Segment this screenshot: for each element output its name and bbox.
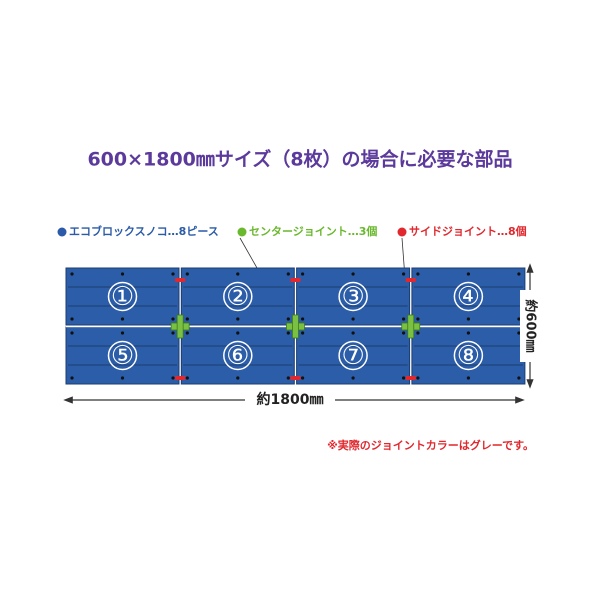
bolt — [416, 272, 420, 276]
bolt — [185, 376, 189, 380]
title: 600×1800㎜サイズ（8枚）の場合に必要な部品 — [87, 148, 512, 171]
number-ring — [453, 340, 484, 371]
legend-label: エコブロックスノコ…8ピース — [69, 224, 219, 238]
bolt — [517, 317, 521, 321]
center-joint — [176, 314, 184, 339]
side-joint — [290, 278, 301, 282]
bolt — [70, 317, 74, 321]
number-ring — [107, 340, 138, 371]
bolt — [351, 317, 355, 321]
number-ring — [223, 281, 253, 312]
panel-number: ① — [111, 282, 134, 312]
side-joint — [175, 376, 186, 380]
bolt — [70, 331, 74, 335]
panel — [296, 326, 411, 385]
bolt — [185, 331, 189, 335]
center-joint — [407, 314, 415, 339]
bolt — [416, 317, 420, 321]
bolt — [185, 317, 189, 321]
bolt — [236, 331, 240, 335]
bolt — [70, 376, 74, 380]
legend-dot — [397, 227, 407, 237]
side-joint — [405, 278, 416, 282]
bolt — [236, 376, 240, 380]
side-joint — [290, 376, 301, 380]
bolt — [416, 376, 420, 380]
bolt — [351, 376, 355, 380]
bolt — [466, 376, 470, 380]
bolt — [70, 272, 74, 276]
number-ring — [453, 281, 484, 312]
bolt — [416, 331, 420, 335]
panel — [411, 267, 526, 326]
number-ring — [338, 281, 368, 312]
bolt — [351, 272, 355, 276]
bolt — [120, 272, 125, 276]
panel-number: ③ — [341, 282, 364, 312]
legend-label: センタージョイント…3個 — [249, 224, 377, 238]
bolt — [185, 272, 189, 276]
center-joint — [292, 314, 299, 339]
panel — [296, 267, 411, 326]
panel — [65, 267, 180, 326]
panel — [65, 326, 180, 385]
bolt — [402, 376, 406, 380]
bolt — [402, 331, 406, 335]
label-bg — [520, 290, 540, 362]
bolt — [286, 331, 290, 335]
bolt — [301, 272, 305, 276]
number-ring — [223, 340, 253, 371]
bolt — [171, 331, 175, 335]
panel — [180, 267, 295, 326]
bolt — [466, 272, 470, 276]
bolt — [466, 331, 470, 335]
panel-number: ⑥ — [226, 341, 249, 371]
legend-label: サイドジョイント…8個 — [409, 224, 527, 238]
bolt — [301, 376, 305, 380]
bolt — [171, 272, 175, 276]
bolt — [301, 331, 305, 335]
bolt — [171, 376, 175, 380]
height-label: 約600㎜ — [523, 299, 539, 352]
legend-dot — [57, 227, 67, 237]
bolt — [466, 317, 470, 321]
bolt — [286, 272, 290, 276]
bolt — [402, 317, 406, 321]
legend: エコブロックスノコ…8ピース センタージョイント…3個 サイドジョイント…8個 — [57, 224, 527, 327]
label-bg — [245, 390, 335, 410]
side-joint — [405, 376, 416, 380]
panel-number: ② — [226, 282, 249, 312]
panel-number: ④ — [457, 282, 480, 312]
note: ※実際のジョイントカラーはグレーです。 — [327, 438, 534, 452]
bolt — [120, 376, 125, 380]
panel-number: ⑦ — [341, 341, 364, 371]
bolt — [517, 272, 521, 276]
legend-dot — [237, 227, 247, 237]
bolt — [286, 317, 290, 321]
side-joint — [175, 278, 186, 282]
bolt — [236, 272, 240, 276]
bolt — [301, 317, 305, 321]
bolt — [171, 317, 175, 321]
bolt — [236, 317, 240, 321]
bolt — [351, 331, 355, 335]
panels: ① ② ③ ④ ⑤ ⑥ ⑦ ⑧ — [65, 267, 526, 385]
number-ring — [107, 281, 138, 312]
bolt — [402, 272, 406, 276]
panel — [180, 326, 295, 385]
panel-number: ⑤ — [111, 341, 134, 371]
bolt — [286, 376, 290, 380]
bolt — [120, 331, 125, 335]
bolt — [120, 317, 125, 321]
bolt — [517, 331, 521, 335]
panel-number: ⑧ — [457, 341, 480, 371]
number-ring — [338, 340, 368, 371]
width-label: 約1800㎜ — [257, 391, 324, 408]
bolt — [517, 376, 521, 380]
